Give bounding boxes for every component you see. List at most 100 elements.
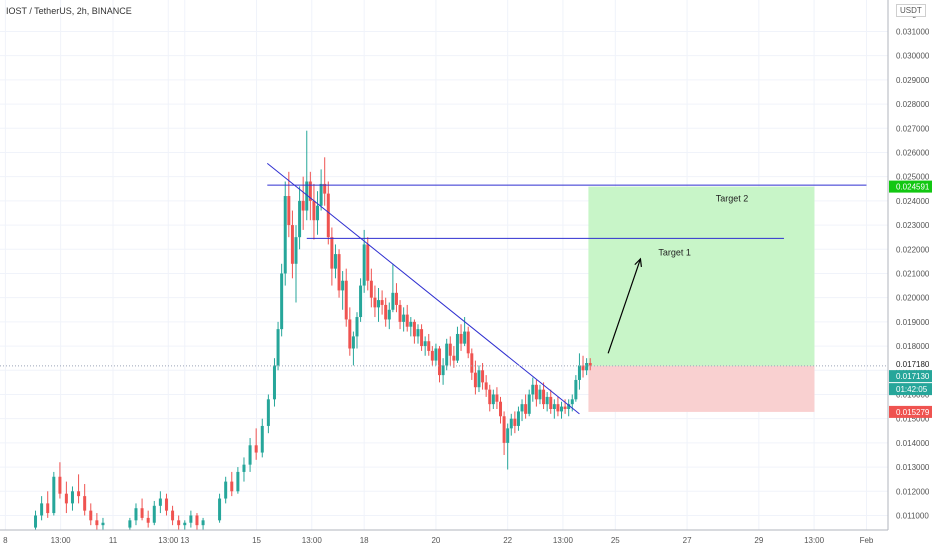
candle-body <box>524 404 528 414</box>
x-tick-label: 29 <box>754 536 763 545</box>
candle-body <box>316 205 320 221</box>
price-axis-bg <box>888 0 932 550</box>
candle-body <box>283 196 287 274</box>
candle-body <box>391 292 395 310</box>
candle-body <box>506 428 510 443</box>
candle-body <box>58 476 62 494</box>
candle-body <box>201 520 205 526</box>
candle-body <box>101 522 105 526</box>
candle-body <box>301 200 305 211</box>
candle-body <box>280 273 284 330</box>
candle-body <box>312 200 316 221</box>
y-tick-label: 0.011000 <box>896 511 929 520</box>
candle-body <box>189 515 193 523</box>
candle-body <box>577 365 581 380</box>
candle-body <box>588 363 592 366</box>
candle-body <box>387 309 391 320</box>
price-label-bg <box>889 383 932 396</box>
candle-body <box>134 508 138 521</box>
x-tick-label: 13:00 <box>302 536 323 545</box>
y-tick-label: 0.027000 <box>896 124 930 133</box>
candle-body <box>477 370 481 388</box>
candle-body <box>218 498 222 521</box>
price-label: 01:42:05 <box>896 385 928 394</box>
currency-badge[interactable]: USDT <box>896 4 926 17</box>
candle-body <box>384 304 388 320</box>
candle-body <box>581 365 585 371</box>
candle-body <box>326 193 330 238</box>
x-tick-label: 15 <box>252 536 261 545</box>
candle-body <box>427 341 431 351</box>
candle-body <box>319 183 323 206</box>
candle-body <box>430 350 434 361</box>
candle-body <box>560 406 564 412</box>
candle-body <box>341 280 345 291</box>
candle-body <box>412 321 416 337</box>
candle-body <box>513 418 517 426</box>
candle-body <box>298 200 302 238</box>
y-tick-label: 0.026000 <box>896 148 930 157</box>
candle-body <box>40 503 44 516</box>
candle-body <box>369 280 373 298</box>
arrow-line <box>607 258 642 354</box>
target-zone <box>588 186 815 366</box>
candle-body <box>516 411 520 426</box>
candle-body <box>380 300 384 305</box>
candle-body <box>305 181 309 211</box>
candle-body <box>488 389 492 405</box>
candle-body <box>409 321 413 327</box>
candle-body <box>266 399 270 426</box>
y-tick-label: 0.013000 <box>896 463 930 472</box>
candle-body <box>459 333 463 344</box>
candle-body <box>164 498 168 511</box>
candle-body <box>552 404 556 409</box>
candle-body <box>463 331 467 344</box>
target-annotation: Target 2 <box>716 193 749 203</box>
y-tick-label: 0.031000 <box>896 27 930 36</box>
candle-body <box>359 285 363 318</box>
candle-body <box>398 304 402 322</box>
candle-body <box>416 329 420 337</box>
candle-body <box>441 365 445 376</box>
candle-body <box>445 343 449 366</box>
price-label-bg <box>889 370 932 383</box>
candle-body <box>466 331 470 354</box>
price-label-bg <box>889 357 932 370</box>
y-tick-label: 0.020000 <box>896 294 930 303</box>
y-tick-label: 0.024000 <box>896 197 930 206</box>
x-tick-label: 22 <box>503 536 512 545</box>
candle-body <box>224 481 228 499</box>
candle-body <box>520 404 524 412</box>
candle-body <box>574 379 578 400</box>
candle-body <box>351 336 355 349</box>
candle-body <box>348 319 352 349</box>
price-label-bg <box>889 180 932 193</box>
candle-body <box>254 445 258 453</box>
candle-body <box>377 300 381 308</box>
candle-body <box>534 384 538 400</box>
candle-body <box>242 464 246 472</box>
candle-body <box>538 389 542 400</box>
x-tick-label: 8 <box>3 536 8 545</box>
x-tick-label: 18 <box>360 536 369 545</box>
chart-title: IOST / TetherUS, 2h, BINANCE <box>6 6 132 16</box>
candle-body <box>499 401 503 417</box>
candle-body <box>531 384 535 395</box>
candle-body <box>438 348 442 376</box>
candle-body <box>556 404 560 412</box>
candle-body <box>95 520 99 526</box>
x-tick-label: Feb <box>860 536 874 545</box>
y-tick-label: 0.023000 <box>896 221 930 230</box>
price-label: 0.017130 <box>896 372 930 381</box>
candle-body <box>140 508 144 518</box>
candle-body <box>509 418 513 429</box>
candle-body <box>366 244 370 281</box>
price-label: 0.015279 <box>896 408 930 417</box>
y-tick-label: 0.015000 <box>896 415 930 424</box>
y-tick-label: 0.021000 <box>896 269 930 278</box>
candle-body <box>52 476 56 514</box>
candle-body <box>344 280 348 320</box>
candle-body <box>236 471 240 492</box>
candle-body <box>527 394 531 414</box>
